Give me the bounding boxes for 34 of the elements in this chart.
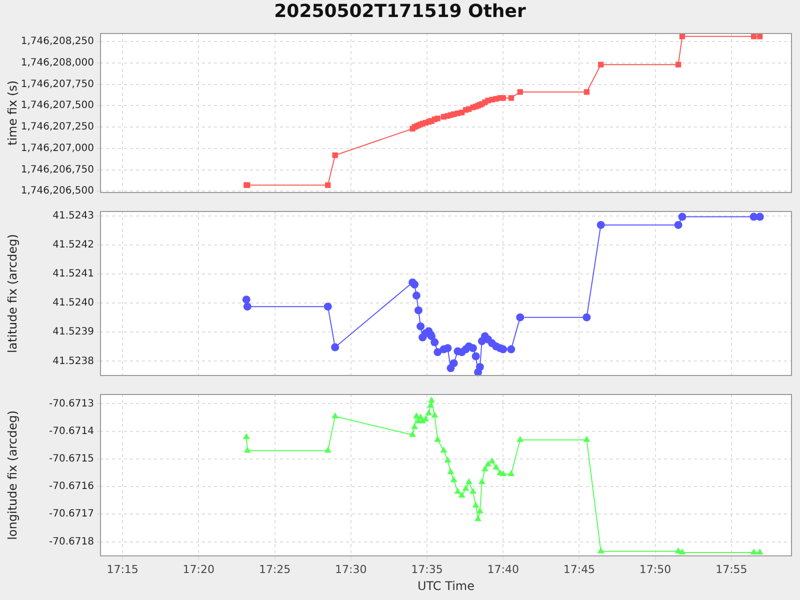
y-tick-label: 41.5242 [52,240,94,251]
y-tick-label: 41.5238 [52,356,94,367]
y-tick-label: 1,746,207,500 [20,100,94,112]
y-tick-label: 41.5239 [52,326,94,338]
y-axis-title: time fix (s) [5,80,20,146]
y-tick-label: 1,746,206,500 [20,186,94,197]
x-tick-label: 17:15 [106,562,138,576]
y-tick-label: -70.6713 [49,398,94,410]
y-tick-label: -70.6715 [49,454,94,464]
y-tick-label: -70.6718 [49,536,94,548]
y-tick-label: 1,746,208,250 [20,36,94,48]
x-tick-label: 17:30 [335,562,367,576]
x-tick-label: 17:35 [411,562,443,576]
y-tick-label: 1,746,207,750 [20,78,94,90]
y-tick-label: 1,746,207,000 [20,142,94,154]
x-tick-label: 17:25 [258,562,291,576]
x-tick-label: 17:55 [716,562,748,576]
y-tick-label: -70.6716 [49,481,94,492]
y-tick-label: 1,746,207,250 [20,122,94,133]
y-axis-title: longitude fix (arcdeg) [5,410,20,540]
x-axis-title: UTC Time [418,578,474,593]
y-tick-label: -70.6714 [49,426,94,437]
x-tick-label: 17:45 [563,562,596,576]
y-axis-title: latitude fix (arcdeg) [5,234,20,353]
y-tick-label: -70.6717 [49,508,94,520]
y-tick-label: 41.5240 [52,298,94,309]
y-tick-label: 1,746,206,750 [20,164,94,176]
y-tick-label: 41.5243 [52,210,94,222]
chart-title: 20250502T171519 Other [273,0,527,24]
y-tick-label: 1,746,208,000 [20,58,94,69]
x-tick-label: 17:40 [487,562,519,576]
x-tick-label: 17:20 [182,562,214,576]
y-tick-label: 41.5241 [52,268,94,280]
x-tick-label: 17:50 [639,562,672,576]
